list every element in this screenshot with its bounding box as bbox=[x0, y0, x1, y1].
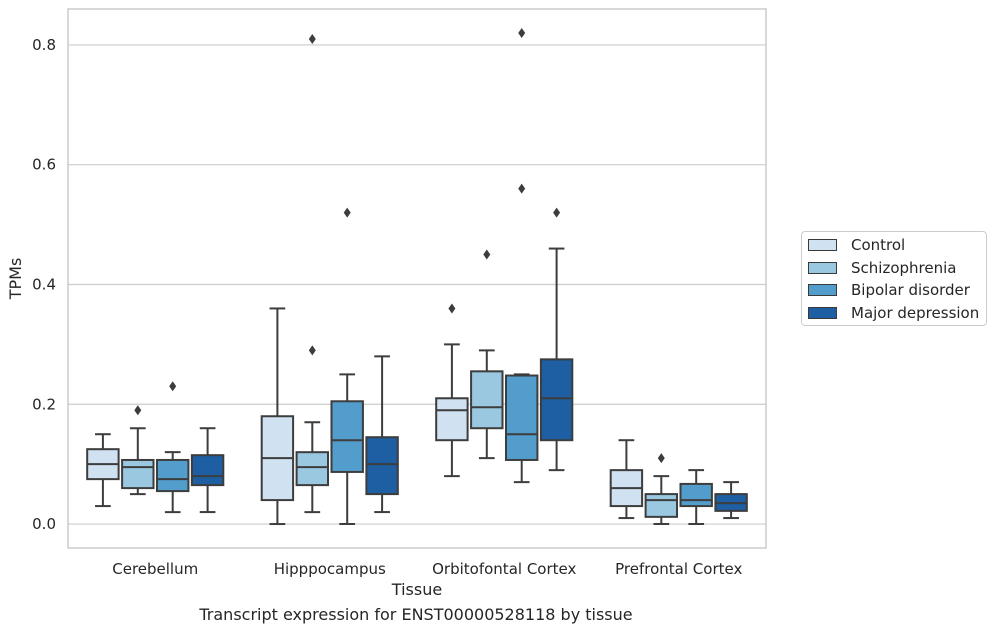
box-iqr bbox=[190, 454, 225, 487]
x-tick-label: Hipppocampus bbox=[274, 560, 386, 578]
chart-caption: Transcript expression for ENST0000052811… bbox=[199, 605, 633, 624]
box-iqr bbox=[539, 358, 574, 442]
outlier-point bbox=[553, 207, 561, 218]
x-axis-label: Tissue bbox=[391, 580, 442, 599]
box-prefrontal-cortex-bipolar-disorder bbox=[679, 469, 713, 526]
box-iqr bbox=[470, 370, 504, 430]
box-iqr bbox=[365, 436, 399, 496]
box-iqr bbox=[435, 397, 469, 442]
legend-swatch-major-depression bbox=[808, 306, 837, 319]
legend-label-bipolar-disorder: Bipolar disorder bbox=[851, 281, 970, 299]
box-prefrontal-cortex-control bbox=[609, 439, 644, 520]
box-orbitofontal-cortex-control bbox=[435, 303, 469, 478]
outlier-point bbox=[308, 345, 316, 356]
outlier-point bbox=[518, 27, 526, 38]
legend-label-control: Control bbox=[851, 236, 906, 254]
legend-item-bipolar-disorder: Bipolar disorder bbox=[808, 280, 970, 300]
outlier-point bbox=[448, 303, 456, 314]
box-orbitofontal-cortex-schizophrenia bbox=[470, 249, 504, 460]
box-hipppocampus-control bbox=[260, 307, 295, 526]
box-prefrontal-cortex-major-depression bbox=[714, 481, 748, 520]
y-tick-label: 0.6 bbox=[32, 156, 56, 174]
box-iqr bbox=[330, 400, 364, 473]
legend-label-schizophrenia: Schizophrenia bbox=[851, 258, 957, 277]
legend-item-schizophrenia: Schizophrenia bbox=[808, 258, 956, 278]
box-iqr bbox=[504, 374, 539, 461]
legend-swatch-control bbox=[808, 239, 837, 251]
box-hipppocampus-major-depression bbox=[365, 355, 399, 514]
legend-swatch-schizophrenia bbox=[808, 261, 837, 274]
y-tick-label: 0.0 bbox=[32, 515, 56, 533]
plot-frame bbox=[67, 8, 767, 549]
y-tick-label: 0.8 bbox=[32, 36, 56, 54]
chart-legend: Control Schizophrenia Bipolar disorder M… bbox=[801, 231, 987, 326]
box-iqr bbox=[295, 451, 330, 487]
outlier-point bbox=[169, 381, 177, 392]
x-tick-label: Prefrontal Cortex bbox=[615, 560, 742, 578]
y-tick-label: 0.4 bbox=[32, 275, 56, 293]
outlier-point bbox=[657, 453, 665, 464]
box-orbitofontal-cortex-bipolar-disorder bbox=[504, 27, 539, 484]
box-cerebellum-schizophrenia bbox=[121, 405, 155, 496]
legend-item-control: Control bbox=[808, 235, 905, 255]
box-iqr bbox=[121, 458, 155, 490]
box-iqr bbox=[679, 482, 713, 508]
box-cerebellum-bipolar-disorder bbox=[155, 381, 190, 514]
box-iqr bbox=[155, 458, 190, 493]
legend-swatch-bipolar-disorder bbox=[808, 284, 837, 296]
outlier-point bbox=[518, 183, 526, 194]
box-hipppocampus-bipolar-disorder bbox=[330, 207, 364, 526]
outlier-point bbox=[343, 207, 351, 218]
box-iqr bbox=[644, 493, 679, 518]
legend-item-major-depression: Major depression bbox=[808, 303, 979, 323]
y-axis-label: TPMs bbox=[6, 258, 25, 301]
box-orbitofontal-cortex-major-depression bbox=[539, 207, 574, 472]
outlier-point bbox=[483, 249, 491, 260]
box-prefrontal-cortex-schizophrenia bbox=[644, 453, 679, 526]
box-hipppocampus-schizophrenia bbox=[295, 33, 330, 514]
outlier-point bbox=[134, 405, 142, 416]
x-tick-label: Orbitofontal Cortex bbox=[432, 560, 576, 578]
y-tick-label: 0.2 bbox=[32, 395, 56, 413]
box-cerebellum-control bbox=[86, 433, 120, 508]
box-cerebellum-major-depression bbox=[190, 427, 225, 514]
x-tick-label: Cerebellum bbox=[112, 560, 198, 578]
outlier-point bbox=[308, 33, 316, 44]
legend-label-major-depression: Major depression bbox=[851, 303, 980, 322]
